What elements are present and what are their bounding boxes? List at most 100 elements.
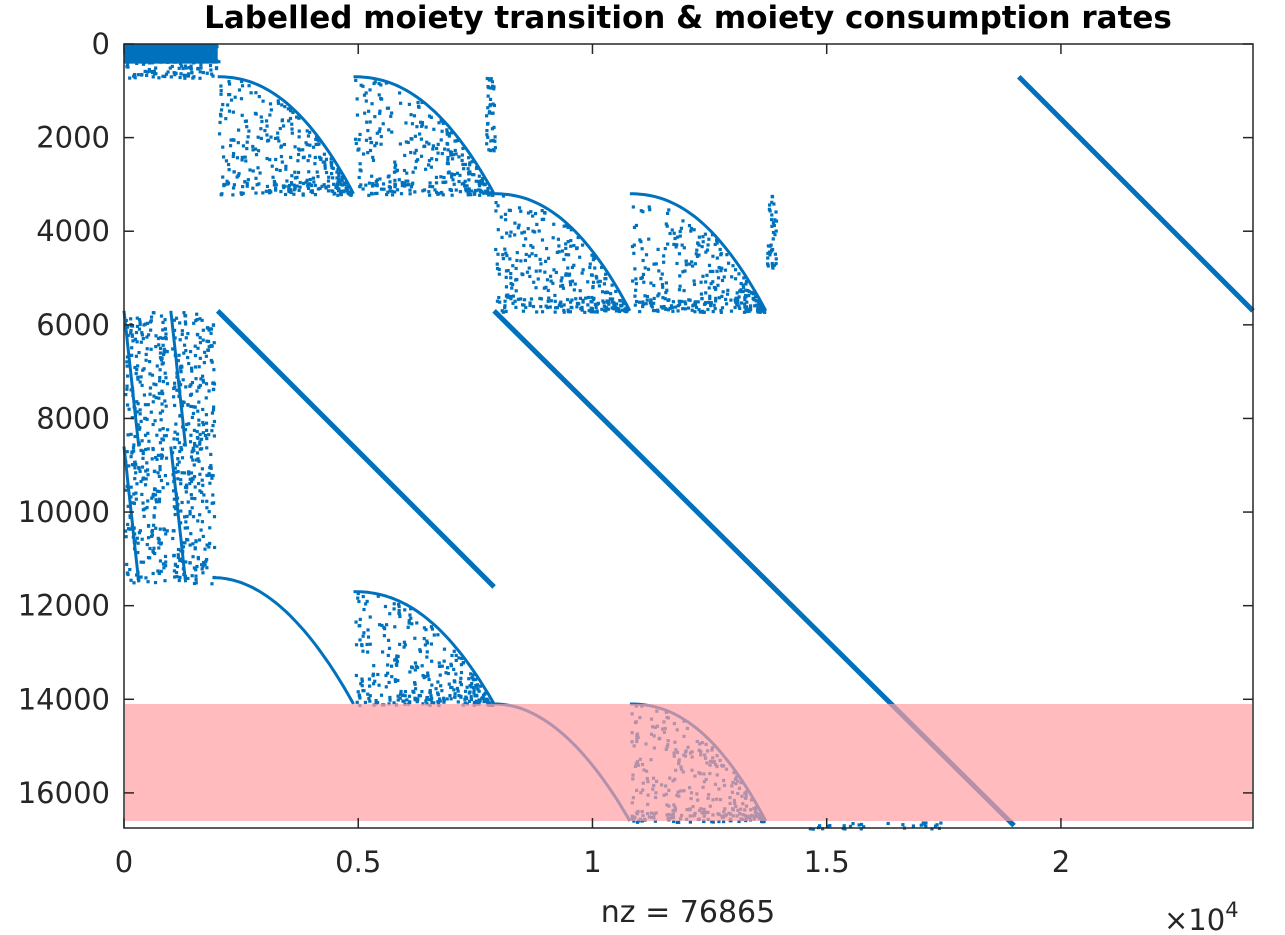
spy-point [711, 280, 715, 284]
spy-point [635, 820, 640, 824]
spy-point [572, 263, 576, 267]
spy-point [453, 695, 457, 699]
spy-point [205, 428, 209, 433]
spy-point [171, 347, 175, 351]
spy-point [478, 193, 482, 197]
spy-point [157, 571, 161, 575]
spy-point [125, 355, 130, 359]
spy-point [166, 60, 170, 64]
spy-point [158, 489, 162, 494]
spy-point [480, 180, 485, 184]
spy-point [322, 152, 327, 156]
spy-point [182, 400, 186, 404]
spy-point [416, 665, 420, 670]
spy-point [394, 662, 398, 667]
spy-point [394, 657, 398, 661]
spy-point [358, 132, 362, 137]
spy-point [410, 666, 414, 670]
spy-point [130, 386, 135, 390]
spy-point [163, 327, 167, 331]
spy-point [701, 274, 705, 278]
spy-point [189, 493, 193, 497]
spy-point [620, 308, 624, 312]
spy-point [274, 183, 278, 187]
spy-point [621, 301, 625, 305]
spy-point [306, 184, 310, 188]
spy-point [739, 281, 743, 286]
spy-point [222, 155, 226, 159]
spy-point [744, 282, 748, 286]
spy-point [164, 44, 168, 48]
spy-point [161, 379, 166, 384]
spy-point [125, 562, 129, 567]
spy-point [165, 382, 170, 386]
spy-point [449, 153, 453, 157]
spy-point [408, 188, 412, 192]
spy-point [257, 182, 261, 186]
spy-point [393, 625, 397, 629]
spy-point [461, 146, 465, 151]
spy-point [459, 663, 464, 667]
spy-point [282, 142, 287, 147]
spy-point [188, 543, 192, 547]
spy-point [474, 683, 478, 688]
spy-point [509, 271, 513, 276]
spy-point [241, 184, 245, 189]
spy-point [504, 285, 509, 289]
spy-point [390, 130, 394, 134]
spy-point [557, 303, 561, 308]
spy-point [504, 269, 509, 273]
spy-point [368, 120, 372, 124]
spy-point [430, 696, 434, 700]
spy-point [443, 147, 447, 151]
spy-point [677, 252, 682, 256]
spy-point [428, 181, 432, 185]
spy-point [770, 200, 774, 204]
spy-point [355, 700, 359, 704]
spy-point [145, 505, 149, 510]
series-triangular-block-7 [494, 192, 632, 314]
spy-point [774, 210, 778, 214]
spy-point [431, 147, 435, 151]
spy-point [508, 257, 512, 261]
spy-point [125, 384, 129, 388]
spy-point [137, 350, 141, 355]
spy-point [535, 310, 539, 314]
spy-point [206, 348, 210, 352]
spy-point [130, 451, 134, 455]
spy-point [161, 336, 165, 340]
spy-point [297, 188, 301, 192]
spy-point [181, 545, 186, 549]
spy-point [189, 64, 193, 68]
spy-point [450, 175, 454, 179]
spy-point [520, 231, 524, 235]
spy-point [153, 580, 158, 585]
spy-point [231, 186, 236, 190]
spy-point [719, 269, 723, 273]
spy-point [766, 251, 770, 255]
spy-point [379, 142, 383, 146]
spy-point [274, 157, 278, 162]
spy-point [189, 383, 193, 387]
spy-point [158, 428, 162, 432]
spy-point [134, 371, 138, 376]
spy-point [277, 139, 281, 143]
spy-point [375, 191, 379, 195]
spy-point [198, 513, 202, 517]
spy-point [511, 301, 515, 305]
spy-point [202, 361, 206, 365]
spy-point [215, 59, 219, 63]
spy-point [140, 333, 144, 337]
spy-point [539, 262, 543, 266]
spy-point [173, 73, 177, 77]
spy-point [529, 297, 534, 301]
spy-point [162, 528, 167, 532]
spy-point [366, 628, 370, 632]
spy-point [714, 286, 718, 290]
spy-point [531, 229, 535, 233]
spy-point [295, 175, 299, 179]
spy-point [164, 532, 168, 536]
spy-point [152, 523, 156, 527]
spy-point [544, 285, 548, 289]
spy-point [475, 683, 480, 687]
